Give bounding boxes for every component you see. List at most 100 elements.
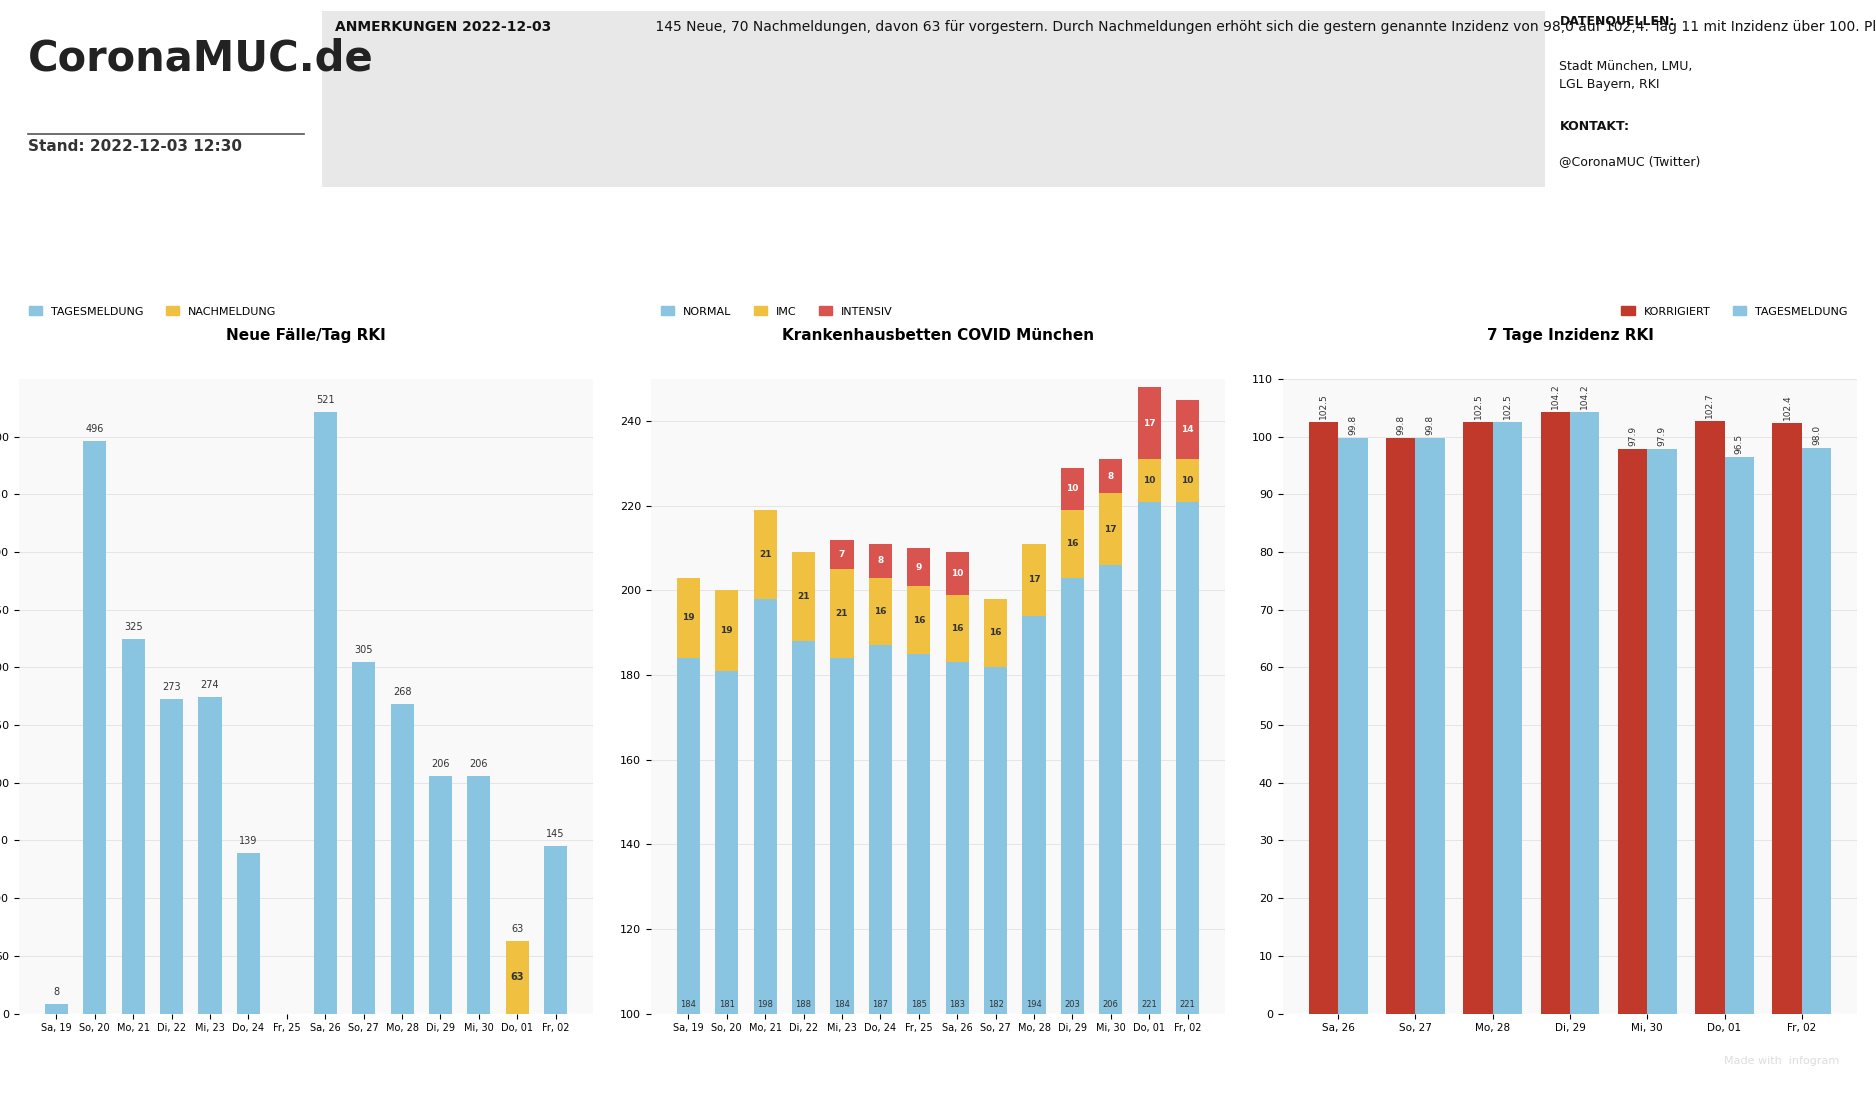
Bar — [507, 941, 529, 1013]
Text: 184: 184 — [835, 1000, 850, 1010]
FancyBboxPatch shape — [323, 11, 1544, 187]
Text: 10: 10 — [1182, 476, 1193, 484]
Bar — [1617, 449, 1647, 1013]
Text: 206: 206 — [1103, 1000, 1118, 1010]
Text: 98.0: 98.0 — [1812, 425, 1822, 446]
Bar — [908, 586, 930, 654]
Text: Stadt München, LMU,
LGL Bayern, RKI: Stadt München, LMU, LGL Bayern, RKI — [1559, 60, 1692, 92]
Bar — [1570, 413, 1600, 1013]
Text: 188: 188 — [795, 1000, 812, 1010]
Text: NORMAL         IMC         INTENSIV
STAND 2022-12-02: NORMAL IMC INTENSIV STAND 2022-12-02 — [1006, 316, 1176, 340]
Text: AKTUELL INFIZIERTE*: AKTUELL INFIZIERTE* — [719, 205, 852, 215]
Text: DATENQUELLEN:: DATENQUELLEN: — [1559, 14, 1675, 28]
Bar — [1062, 468, 1084, 510]
Bar — [390, 705, 413, 1013]
Bar — [792, 552, 814, 641]
Bar — [1137, 459, 1161, 502]
Text: 7: 7 — [839, 550, 846, 559]
Text: : Summe RKI heute minus Genesene: : Summe RKI heute minus Genesene — [1122, 1054, 1351, 1067]
Bar — [908, 549, 930, 586]
Text: 99.8: 99.8 — [1426, 415, 1435, 435]
Bar — [946, 662, 968, 1013]
Bar — [1338, 438, 1368, 1013]
Bar — [1099, 493, 1122, 565]
Text: 8: 8 — [1107, 472, 1114, 481]
Bar — [946, 552, 968, 595]
Text: +199: +199 — [111, 258, 233, 300]
Text: CoronaMUC.de: CoronaMUC.de — [28, 38, 373, 80]
Text: 198: 198 — [758, 1000, 773, 1010]
Text: 184: 184 — [681, 1000, 696, 1010]
Bar — [467, 775, 490, 1013]
Text: 268: 268 — [392, 687, 411, 698]
Bar — [1062, 577, 1084, 1013]
Bar — [677, 658, 700, 1013]
Bar — [831, 540, 854, 570]
Bar — [83, 441, 107, 1013]
Bar — [1137, 387, 1161, 459]
Bar — [1416, 438, 1445, 1013]
Bar — [1773, 422, 1801, 1013]
Text: 14: 14 — [1182, 425, 1193, 435]
Text: Quelle: CoronaMUC
LMU: 1,04 2022-11-30: Quelle: CoronaMUC LMU: 1,04 2022-11-30 — [1339, 316, 1456, 340]
Bar — [715, 591, 739, 671]
Text: 19: 19 — [720, 626, 734, 635]
Text: 203: 203 — [1064, 1000, 1081, 1010]
Text: 221: 221 — [955, 258, 1024, 291]
Text: @CoronaMUC (Twitter): @CoronaMUC (Twitter) — [1559, 155, 1702, 168]
Bar — [236, 853, 261, 1013]
Bar — [1724, 457, 1754, 1013]
Text: 8: 8 — [878, 556, 884, 565]
Bar — [1176, 502, 1199, 1013]
Text: 99.8: 99.8 — [1396, 415, 1405, 435]
Text: 102.4: 102.4 — [1782, 394, 1792, 420]
Text: 63: 63 — [510, 924, 523, 933]
Text: Aktuell Infizierte: Aktuell Infizierte — [972, 1054, 1088, 1067]
Text: 19: 19 — [683, 614, 694, 623]
Text: KONTAKT:: KONTAKT: — [1559, 121, 1630, 133]
Bar — [831, 658, 854, 1013]
Text: 97.9: 97.9 — [1628, 426, 1638, 446]
Text: * Genesene:  7 Tages Durchschnitt der Summe RKI vor 10 Tagen |: * Genesene: 7 Tages Durchschnitt der Sum… — [276, 1054, 692, 1067]
Text: 221: 221 — [1180, 1000, 1195, 1010]
Legend: KORRIGIERT, TAGESMELDUNG: KORRIGIERT, TAGESMELDUNG — [1617, 302, 1852, 321]
Bar — [1022, 616, 1045, 1013]
Bar — [1540, 413, 1570, 1013]
Bar — [908, 654, 930, 1013]
Text: REPRODUKTIONSWERT: REPRODUKTIONSWERT — [1326, 205, 1469, 215]
Text: Stand: 2022-12-03 12:30: Stand: 2022-12-03 12:30 — [28, 139, 242, 155]
Text: 16: 16 — [1066, 540, 1079, 549]
Text: TODESFÄLLE: TODESFÄLLE — [439, 205, 518, 215]
Text: 104.2: 104.2 — [1551, 384, 1559, 409]
Text: 📤 Share: 📤 Share — [28, 1056, 71, 1066]
Bar — [122, 638, 144, 1013]
Text: 14: 14 — [1169, 258, 1216, 291]
Text: 185: 185 — [912, 1000, 927, 1010]
Bar — [45, 1004, 68, 1013]
Text: 273: 273 — [163, 681, 180, 691]
Bar — [353, 661, 375, 1013]
Bar — [1137, 502, 1161, 1013]
Text: 10: 10 — [1067, 258, 1114, 291]
Legend: NORMAL, IMC, INTENSIV: NORMAL, IMC, INTENSIV — [657, 302, 897, 321]
Text: 102.7: 102.7 — [1705, 393, 1715, 418]
Bar — [869, 577, 891, 646]
Text: 187: 187 — [872, 1000, 889, 1010]
Text: BESTÄTIGTE FÄLLE: BESTÄTIGTE FÄLLE — [114, 205, 229, 215]
Text: 139: 139 — [240, 836, 257, 846]
Text: 21: 21 — [760, 550, 771, 559]
Bar — [985, 599, 1007, 667]
Text: 194: 194 — [1026, 1000, 1041, 1010]
Bar — [1463, 422, 1493, 1013]
Bar — [677, 577, 700, 658]
Text: 96.5: 96.5 — [1735, 434, 1743, 453]
Text: 99.8: 99.8 — [1349, 415, 1358, 435]
Text: 16: 16 — [989, 628, 1002, 637]
Bar — [313, 413, 338, 1013]
Text: 206: 206 — [431, 759, 450, 769]
Text: 1,00: 1,00 — [1347, 258, 1448, 300]
Bar — [792, 641, 814, 1013]
Bar — [754, 510, 777, 599]
Text: 325: 325 — [124, 622, 143, 632]
Text: 521: 521 — [315, 396, 334, 406]
